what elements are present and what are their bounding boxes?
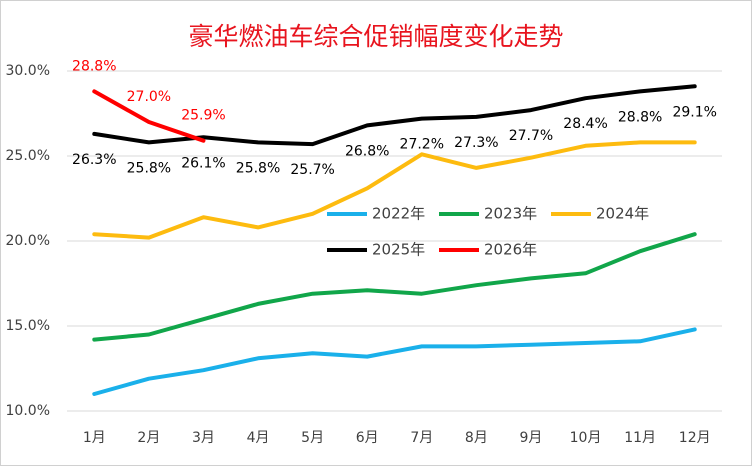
data-label: 26.1%: [181, 155, 225, 171]
data-label: 26.8%: [345, 143, 389, 159]
x-tick-label: 1月: [83, 430, 106, 446]
data-label: 25.8%: [236, 160, 280, 176]
series-line: [92, 232, 697, 342]
chart-title: 豪华燃油车综合促销幅度变化走势: [188, 22, 563, 51]
x-tick-label: 4月: [247, 430, 270, 446]
x-tick-label: 3月: [192, 430, 215, 446]
x-tick-label: 8月: [465, 430, 488, 446]
y-tick-label: 25.0%: [6, 148, 50, 164]
series-line: [92, 89, 206, 143]
data-label: 27.2%: [400, 137, 444, 153]
data-label: 28.8%: [72, 58, 116, 74]
x-tick-label: 11月: [624, 430, 656, 446]
data-label: 29.1%: [672, 104, 716, 120]
legend-label: 2023年: [484, 205, 537, 223]
data-label: 28.8%: [618, 109, 662, 125]
x-tick-label: 10月: [570, 430, 602, 446]
data-label: 28.4%: [563, 116, 607, 132]
legend-label: 2025年: [372, 241, 425, 259]
data-label: 27.3%: [454, 135, 498, 151]
y-tick-label: 30.0%: [6, 63, 50, 79]
y-tick-label: 20.0%: [6, 233, 50, 249]
x-tick-label: 6月: [356, 430, 379, 446]
series-line: [92, 327, 697, 396]
data-label: 25.8%: [127, 160, 171, 176]
x-tick-label: 5月: [301, 430, 324, 446]
y-tick-label: 10.0%: [6, 403, 50, 419]
legend-label: 2022年: [372, 205, 425, 223]
data-label: 27.0%: [127, 89, 171, 105]
y-tick-label: 15.0%: [6, 318, 50, 334]
legend-label: 2024年: [596, 205, 649, 223]
data-label: 26.3%: [72, 152, 116, 168]
data-label: 25.9%: [181, 108, 225, 124]
series-line: [92, 140, 697, 240]
data-label: 27.7%: [509, 128, 553, 144]
data-label: 25.7%: [290, 162, 334, 178]
x-tick-label: 7月: [410, 430, 433, 446]
x-tick-label: 2月: [137, 430, 160, 446]
x-tick-label: 12月: [679, 430, 711, 446]
x-tick-label: 9月: [519, 430, 542, 446]
legend-label: 2026年: [484, 241, 537, 259]
